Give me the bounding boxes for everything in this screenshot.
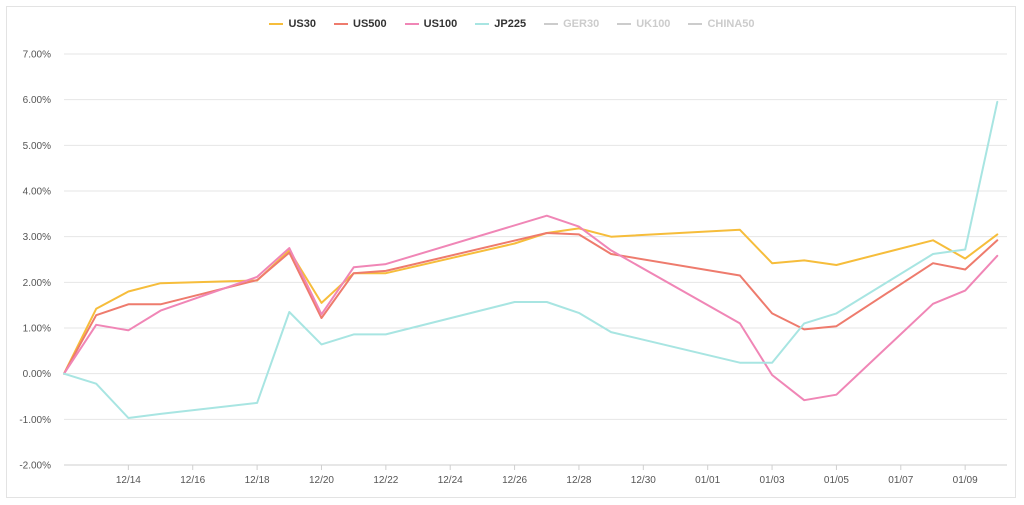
y-tick-label: -2.00% <box>19 461 51 472</box>
y-tick-label: 0.00% <box>23 369 51 380</box>
legend-item-jp225[interactable]: JP225 <box>475 18 526 30</box>
chart-frame <box>6 6 1016 498</box>
legend-label: JP225 <box>494 18 527 30</box>
y-tick-label: 3.00% <box>23 232 51 243</box>
chart-legend: US30 US500 US100 JP225 GER30 UK100 CHINA50 <box>0 14 1024 34</box>
legend-item-us30[interactable]: US30 <box>269 18 316 30</box>
series-line-us500 <box>63 232 999 375</box>
legend-swatch <box>334 23 349 25</box>
legend-label: US30 <box>288 18 317 30</box>
legend-item-us500[interactable]: US500 <box>334 18 387 30</box>
x-tick-label: 01/09 <box>953 475 978 486</box>
x-tick-label: 12/24 <box>438 475 463 486</box>
legend-item-ger30[interactable]: GER30 <box>544 18 599 30</box>
legend-swatch <box>475 23 490 25</box>
legend-label: UK100 <box>636 18 671 30</box>
series-line-us30 <box>63 227 999 375</box>
x-tick-label: 12/14 <box>116 475 141 486</box>
x-tick-label: 01/01 <box>695 475 720 486</box>
legend-label: CHINA50 <box>707 18 755 30</box>
x-tick-label: 01/03 <box>760 475 785 486</box>
x-tick-label: 12/16 <box>180 475 205 486</box>
x-tick-label: 12/28 <box>566 475 591 486</box>
x-tick-label: 12/18 <box>245 475 270 486</box>
legend-swatch <box>269 23 284 25</box>
legend-swatch <box>404 23 419 25</box>
y-tick-label: 4.00% <box>23 187 51 198</box>
y-tick-label: 7.00% <box>23 50 51 61</box>
y-tick-label: 6.00% <box>23 95 51 106</box>
legend-swatch <box>617 23 632 25</box>
y-tick-label: -1.00% <box>19 415 51 426</box>
legend-swatch <box>688 23 703 25</box>
x-tick-label: 12/22 <box>373 475 398 486</box>
y-tick-label: 5.00% <box>23 141 51 152</box>
legend-item-uk100[interactable]: UK100 <box>617 18 670 30</box>
legend-item-china50[interactable]: CHINA50 <box>688 18 755 30</box>
x-tick-label: 12/20 <box>309 475 334 486</box>
series-line-jp225 <box>63 100 999 419</box>
legend-label: US100 <box>423 18 458 30</box>
legend-swatch <box>544 23 559 25</box>
x-tick-label: 01/07 <box>888 475 913 486</box>
legend-item-us100[interactable]: US100 <box>404 18 458 30</box>
series-line-us100 <box>63 214 999 402</box>
y-tick-label: 2.00% <box>23 278 51 289</box>
legend-label: GER30 <box>563 18 600 30</box>
legend-label: US500 <box>353 18 387 30</box>
y-tick-label: 1.00% <box>23 324 51 335</box>
x-tick-label: 12/30 <box>631 475 656 486</box>
x-tick-label: 01/05 <box>824 475 849 486</box>
x-tick-label: 12/26 <box>502 475 527 486</box>
